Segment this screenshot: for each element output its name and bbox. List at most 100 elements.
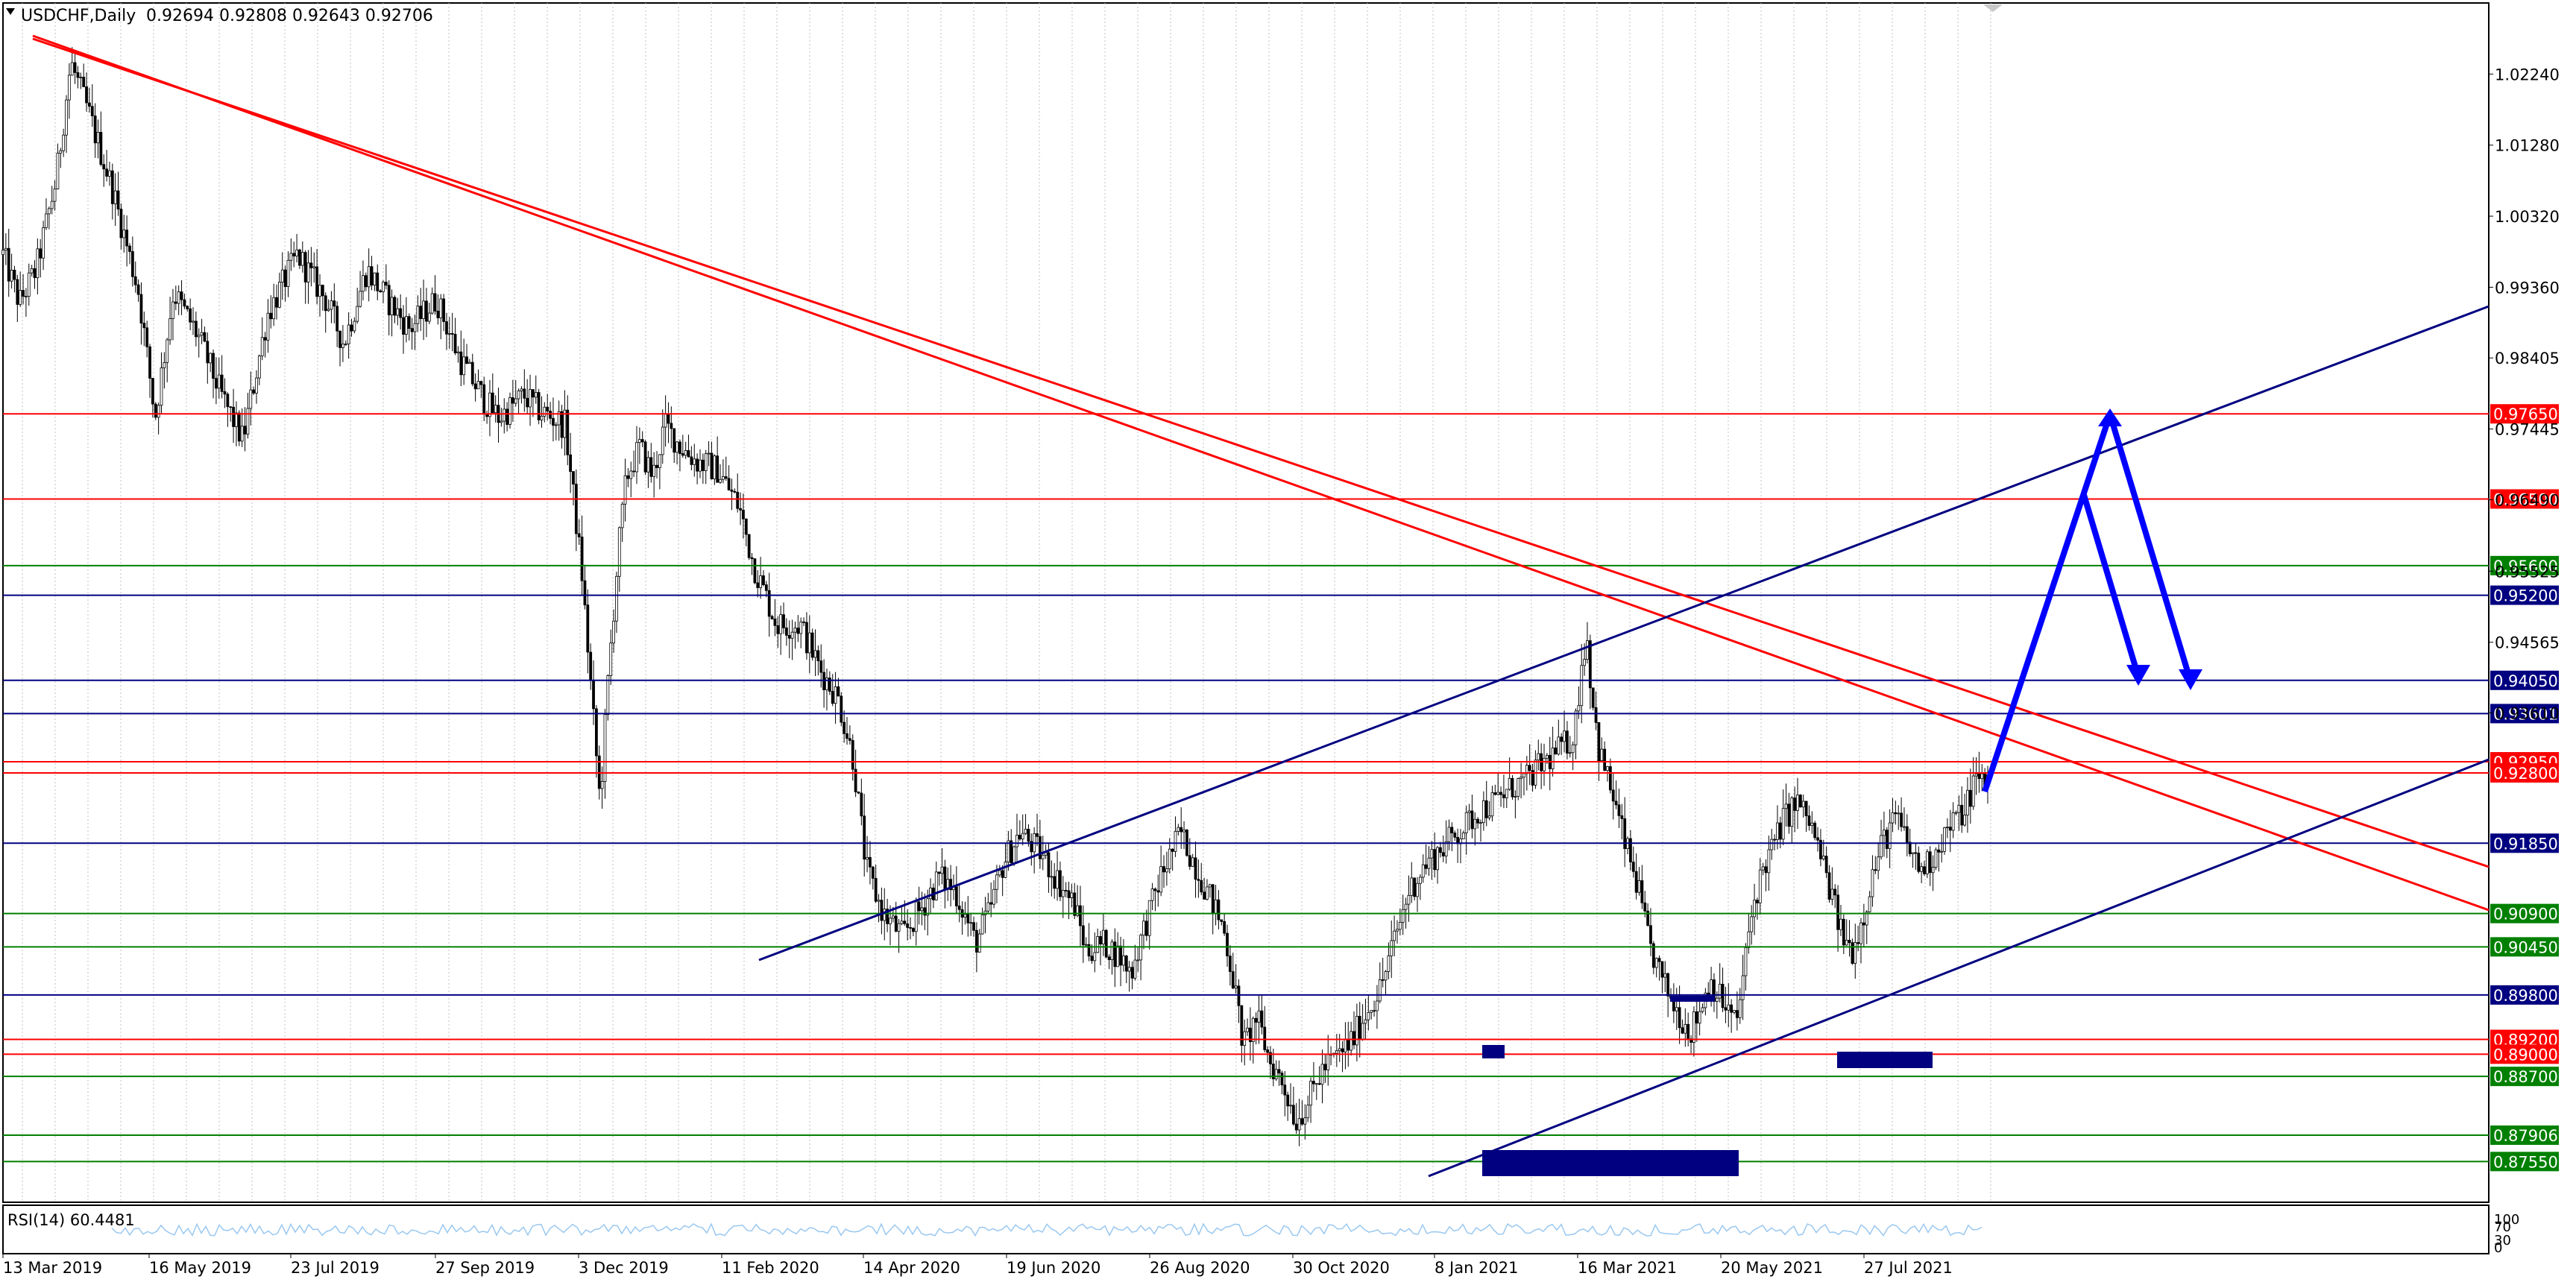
- candle-body: [1891, 812, 1895, 824]
- candle-body: [569, 454, 573, 472]
- candle-body: [1453, 833, 1457, 838]
- candle-body: [940, 866, 944, 874]
- candle-body: [1819, 839, 1822, 859]
- candle-body: [1877, 856, 1880, 871]
- candle-body: [534, 392, 538, 398]
- candle-body: [447, 332, 451, 335]
- candle-body: [704, 453, 708, 471]
- candle-body: [157, 405, 160, 418]
- candle-body: [1634, 871, 1638, 893]
- candle-body: [1951, 812, 1955, 831]
- candle-body: [19, 290, 22, 305]
- candle-body: [719, 479, 722, 483]
- candle-body: [664, 414, 667, 428]
- candle-body: [1004, 862, 1007, 878]
- candle-body: [917, 901, 921, 912]
- candle-body: [338, 330, 341, 348]
- candle-body: [779, 614, 783, 634]
- candle-body: [110, 170, 114, 204]
- candle-body: [136, 284, 140, 295]
- candle-body: [1637, 880, 1641, 893]
- candle-body: [278, 282, 281, 308]
- candle-body: [586, 604, 590, 653]
- candle-body: [280, 269, 284, 282]
- candle-body: [831, 691, 834, 704]
- candle-body: [1715, 997, 1719, 1002]
- candle-body: [1695, 1011, 1698, 1024]
- candle-body: [364, 275, 368, 288]
- candle-body: [416, 306, 420, 324]
- candle-body: [1142, 921, 1145, 936]
- candle-body: [1271, 1064, 1275, 1079]
- candle-body: [1147, 900, 1151, 936]
- candle-body: [520, 388, 523, 391]
- horizontal-levels[interactable]: 0.97650 0.96500 0.95600 0.95200 0.94050 0.936…: [3, 404, 2559, 1172]
- candle-body: [1744, 947, 1748, 976]
- candle-body: [1387, 956, 1391, 972]
- candle-body: [739, 508, 742, 511]
- candle-body: [1306, 1105, 1310, 1119]
- chart-shift-marker-icon[interactable]: [1983, 4, 2003, 12]
- arrow-head-icon: [2179, 669, 2202, 690]
- candle-body: [1122, 956, 1125, 966]
- candle-body: [1081, 925, 1085, 946]
- price-tick-label: 1.02240: [2495, 66, 2560, 83]
- candle-body: [713, 455, 717, 479]
- forecast-arrows[interactable]: [1982, 408, 2202, 793]
- candle-body: [914, 901, 918, 932]
- candle-body: [1727, 1004, 1731, 1011]
- trendlines[interactable]: [32, 34, 2490, 1178]
- candle-body: [1231, 971, 1235, 989]
- price-axis: 1.02240 1.01280 1.00320 0.99360 0.98405 0.974…: [2489, 66, 2560, 722]
- candle-body: [1073, 892, 1077, 916]
- candle-body: [433, 293, 437, 312]
- candle-body: [171, 301, 174, 319]
- candle-body: [603, 714, 607, 782]
- candle-body: [1845, 939, 1848, 946]
- candle-body: [1937, 849, 1941, 853]
- candle-body: [681, 453, 684, 456]
- candle-body: [1344, 1038, 1347, 1052]
- zone-rectangles[interactable]: [1482, 996, 1933, 1176]
- triangle-down-icon[interactable]: [6, 8, 15, 15]
- candle-body: [1640, 880, 1644, 903]
- candle-body: [1663, 973, 1667, 978]
- level-price-label: 0.90450: [2493, 938, 2558, 956]
- rsi-scale-30: 30: [2494, 1233, 2511, 1248]
- candle-body: [1136, 959, 1140, 962]
- candle-body: [1208, 884, 1212, 888]
- candle-body: [1571, 744, 1575, 754]
- candle-body: [1450, 827, 1454, 833]
- candle-body: [1848, 939, 1851, 944]
- candle-body: [260, 337, 264, 356]
- candle-body: [1531, 770, 1534, 786]
- candle-body: [540, 415, 544, 420]
- candle-body: [531, 389, 535, 398]
- candle-body: [617, 527, 621, 577]
- candle-body: [1110, 941, 1114, 961]
- candle-body: [637, 439, 641, 443]
- candle-body: [1013, 846, 1016, 864]
- candle-body: [1839, 918, 1842, 930]
- candle-body: [736, 491, 740, 509]
- candle-body: [1681, 1027, 1684, 1034]
- candle-body: [673, 428, 676, 453]
- candle-body: [1824, 856, 1828, 874]
- candle-body: [1692, 1011, 1695, 1043]
- candle-body: [1554, 747, 1558, 755]
- candle-body: [1197, 879, 1200, 881]
- candle-body: [275, 297, 278, 308]
- candle-body: [843, 721, 846, 734]
- price-tick-label: 1.00320: [2495, 208, 2560, 226]
- candle-body: [59, 150, 63, 154]
- candle-body: [693, 458, 696, 465]
- candle-body: [1424, 864, 1428, 869]
- candle-body: [128, 245, 131, 252]
- candle-body: [1733, 1010, 1736, 1013]
- candle-body: [1606, 766, 1609, 771]
- candle-body: [226, 394, 230, 408]
- candle-body: [980, 915, 984, 935]
